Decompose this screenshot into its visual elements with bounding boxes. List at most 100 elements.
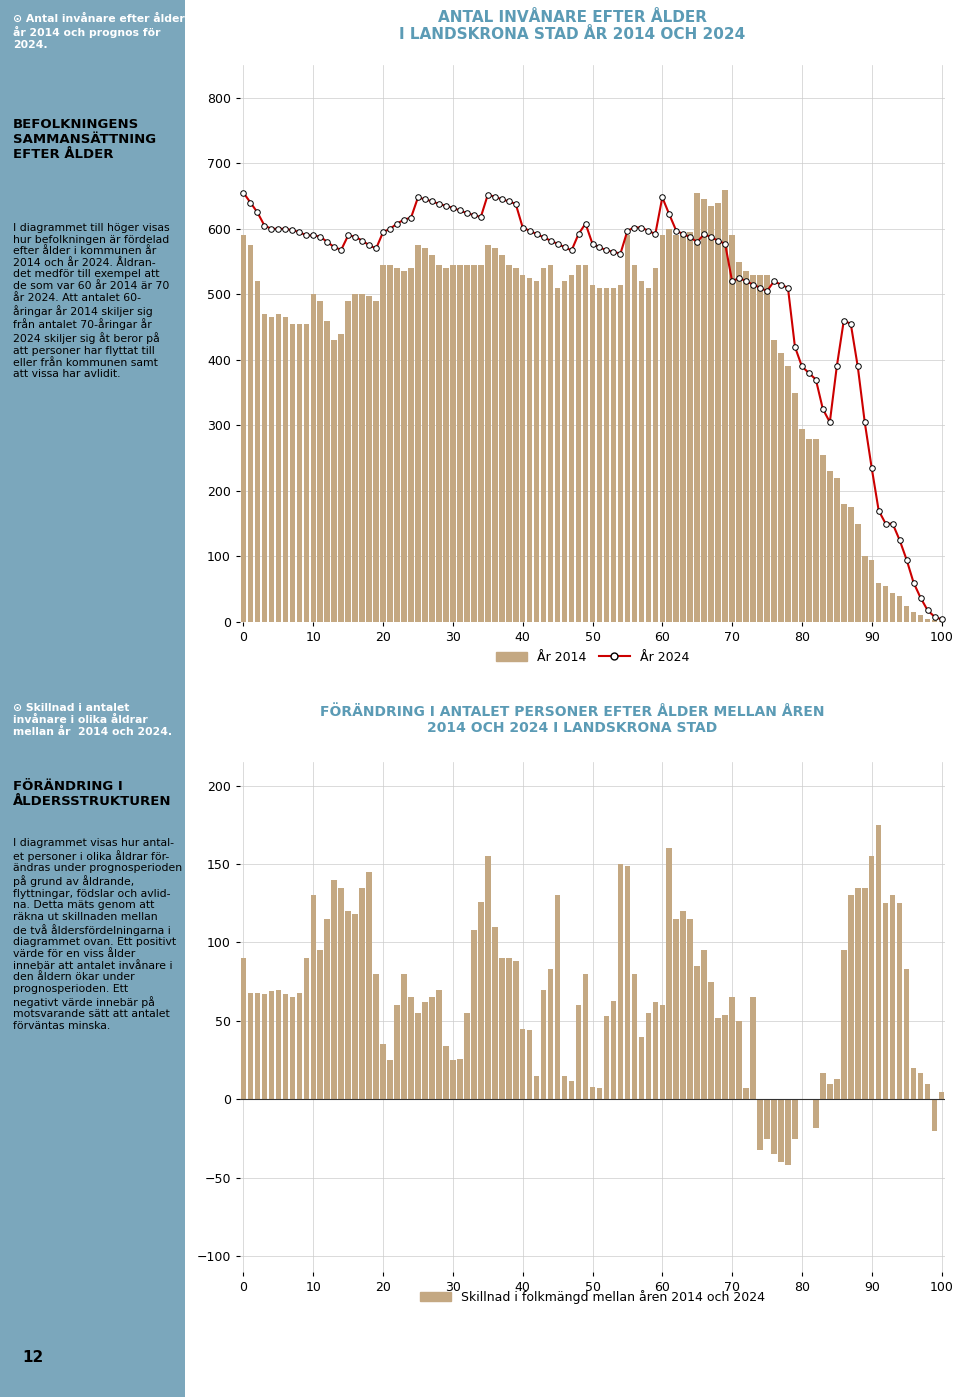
Bar — [653, 1002, 659, 1099]
Bar — [736, 261, 742, 622]
Legend: År 2014, År 2024: År 2014, År 2024 — [491, 645, 694, 669]
Bar — [681, 232, 686, 622]
Bar — [757, 1099, 763, 1150]
Bar — [764, 275, 770, 622]
Bar — [269, 317, 275, 622]
Bar — [848, 507, 853, 622]
Bar — [897, 904, 902, 1099]
Bar — [367, 872, 372, 1099]
Bar — [262, 995, 267, 1099]
Bar — [444, 268, 448, 622]
Bar — [499, 958, 505, 1099]
Bar — [436, 265, 442, 622]
Bar — [702, 950, 707, 1099]
Bar — [367, 296, 372, 622]
Bar — [708, 205, 714, 622]
Bar — [617, 285, 623, 622]
Bar — [730, 235, 735, 622]
Bar — [779, 1099, 783, 1162]
Text: 12: 12 — [22, 1351, 43, 1365]
Bar — [743, 1088, 749, 1099]
Bar — [779, 353, 783, 622]
Bar — [827, 1084, 832, 1099]
Bar — [939, 1091, 945, 1099]
Bar — [708, 982, 714, 1099]
Bar — [450, 1060, 456, 1099]
Bar — [248, 246, 253, 622]
Bar — [387, 1060, 393, 1099]
Bar — [611, 288, 616, 622]
Bar — [869, 856, 875, 1099]
Bar — [290, 997, 295, 1099]
Text: FÖRÄNDRING I
ÅLDERSSTRUKTUREN: FÖRÄNDRING I ÅLDERSSTRUKTUREN — [12, 780, 172, 809]
Bar — [548, 970, 553, 1099]
Bar — [666, 229, 672, 622]
Bar — [478, 265, 484, 622]
Text: ⊙ Antal invånare efter ålder
år 2014 och prognos för
2024.: ⊙ Antal invånare efter ålder år 2014 och… — [12, 14, 184, 50]
Bar — [876, 583, 881, 622]
Bar — [346, 911, 351, 1099]
Bar — [911, 1067, 917, 1099]
Bar — [589, 285, 595, 622]
Bar — [324, 320, 330, 622]
Bar — [576, 265, 582, 622]
Bar — [562, 281, 567, 622]
Bar — [408, 997, 414, 1099]
Bar — [604, 288, 610, 622]
Bar — [876, 824, 881, 1099]
Bar — [597, 288, 602, 622]
Bar — [757, 275, 763, 622]
Bar — [625, 866, 630, 1099]
Bar — [380, 265, 386, 622]
Bar — [597, 1088, 602, 1099]
Bar — [869, 560, 875, 622]
Bar — [527, 1031, 533, 1099]
Bar — [416, 246, 420, 622]
Bar — [694, 193, 700, 622]
Bar — [632, 265, 637, 622]
Bar — [764, 1099, 770, 1139]
Bar — [799, 429, 804, 622]
Legend: Skillnad i folkmängd mellan åren 2014 och 2024: Skillnad i folkmängd mellan åren 2014 oc… — [415, 1285, 770, 1309]
Bar — [401, 271, 407, 622]
Bar — [506, 958, 512, 1099]
Bar — [359, 887, 365, 1099]
Bar — [820, 455, 826, 622]
Bar — [632, 974, 637, 1099]
Bar — [548, 265, 553, 622]
Bar — [527, 278, 533, 622]
Bar — [715, 1018, 721, 1099]
Bar — [625, 235, 630, 622]
Bar — [534, 1076, 540, 1099]
Bar — [583, 974, 588, 1099]
Bar — [310, 295, 316, 622]
Bar — [380, 1045, 386, 1099]
Bar — [771, 1099, 777, 1154]
Bar — [883, 904, 888, 1099]
Bar — [303, 958, 309, 1099]
Bar — [660, 235, 665, 622]
Bar — [282, 317, 288, 622]
Bar — [520, 275, 525, 622]
Bar — [269, 990, 275, 1099]
Text: I diagrammet visas hur antal-
et personer i olika åldrar för-
ändras under progn: I diagrammet visas hur antal- et persone… — [12, 838, 182, 1031]
Bar — [674, 919, 679, 1099]
Bar — [702, 200, 707, 622]
Bar — [751, 275, 756, 622]
Bar — [883, 585, 888, 622]
Bar — [499, 256, 505, 622]
Bar — [297, 324, 302, 622]
Bar — [604, 1016, 610, 1099]
Bar — [792, 393, 798, 622]
Bar — [924, 1084, 930, 1099]
Bar — [248, 993, 253, 1099]
Bar — [555, 895, 561, 1099]
Text: I diagrammet till höger visas
hur befolkningen är fördelad
efter ålder i kommune: I diagrammet till höger visas hur befolk… — [12, 224, 170, 379]
Bar — [241, 958, 247, 1099]
Bar — [457, 1059, 463, 1099]
Bar — [346, 300, 351, 622]
Bar — [932, 1099, 937, 1130]
Bar — [422, 1002, 428, 1099]
Bar — [485, 246, 491, 622]
Bar — [743, 271, 749, 622]
